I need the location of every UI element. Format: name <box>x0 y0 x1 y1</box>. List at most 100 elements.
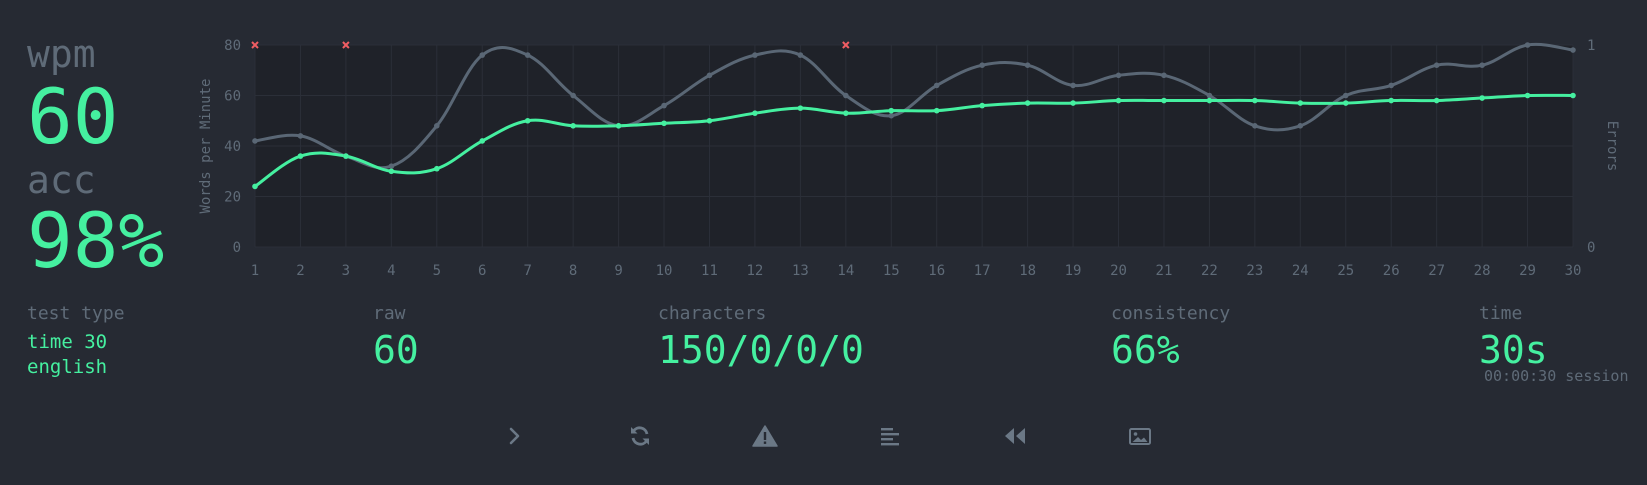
wpm-label: wpm <box>27 32 96 76</box>
wpm-point <box>1388 97 1395 104</box>
x-tick-label: 2 <box>296 263 304 279</box>
x-tick-label: 13 <box>792 263 809 279</box>
raw-point <box>1206 92 1213 99</box>
x-tick-label: 22 <box>1201 263 1218 279</box>
wpm-point <box>1479 95 1485 101</box>
raw-point <box>570 92 576 99</box>
raw-point <box>479 52 486 58</box>
x-tick-label: 18 <box>1019 263 1036 279</box>
raw-point <box>1024 62 1031 68</box>
raw-point <box>1479 62 1485 68</box>
y2-axis-label: Errors <box>1604 121 1620 172</box>
wpm-point <box>1115 97 1122 104</box>
time-value: 30s <box>1479 328 1548 372</box>
wpm-point <box>843 110 849 116</box>
x-tick-label: 21 <box>1156 263 1173 279</box>
words-history-button[interactable] <box>874 420 906 452</box>
raw-point <box>843 92 849 99</box>
x-axis-ticks: 1 2 3 4 5 6 7 8 9 10 11 12 13 14 15 16 17 18 19 20 21 22 23 24 2… <box>251 263 1582 279</box>
wpm-point <box>1070 100 1076 106</box>
x-tick-label: 27 <box>1428 263 1445 279</box>
wpm-point <box>797 105 804 111</box>
x-tick-label: 19 <box>1065 263 1082 279</box>
x-tick-label: 23 <box>1246 263 1263 279</box>
refresh-icon <box>631 426 649 446</box>
raw-point <box>1524 42 1531 48</box>
x-tick-label: 11 <box>701 263 718 279</box>
raw-point <box>797 52 804 58</box>
raw-point <box>1570 47 1576 53</box>
wpm-point <box>524 117 531 124</box>
y-tick-label: 40 <box>224 139 241 155</box>
x-tick-label: 29 <box>1519 263 1536 279</box>
restart-button[interactable] <box>624 420 656 452</box>
test-type-label: test type <box>27 303 125 324</box>
accuracy-value: 98% <box>27 196 165 285</box>
test-type-mode: time 30 <box>27 331 108 353</box>
raw-point <box>979 62 985 68</box>
y-tick-label: 60 <box>224 89 241 105</box>
raw-point <box>1433 62 1440 68</box>
image-icon <box>1129 428 1151 445</box>
x-tick-label: 16 <box>928 263 945 279</box>
x-tick-label: 1 <box>251 263 259 279</box>
chart-points <box>252 42 1576 190</box>
wpm-point <box>433 165 440 172</box>
session-time: 00:00:30 session <box>1484 367 1629 385</box>
wpm-point <box>661 120 667 127</box>
next-test-button[interactable] <box>499 420 531 452</box>
raw-point <box>524 52 531 58</box>
x-tick-label: 25 <box>1337 263 1354 279</box>
screenshot-button[interactable] <box>1124 420 1156 452</box>
raw-point <box>661 102 667 109</box>
raw-label: raw <box>373 303 406 324</box>
x-tick-label: 17 <box>974 263 991 279</box>
y2-tick-label: 1 <box>1587 38 1595 54</box>
wpm-point <box>297 153 304 159</box>
x-tick-label: 15 <box>883 263 900 279</box>
wpm-value: 60 <box>27 72 119 161</box>
error-marks <box>251 41 850 49</box>
x-tick-label: 4 <box>387 263 395 279</box>
time-label: time <box>1479 303 1523 324</box>
consistency-value: 66% <box>1111 328 1180 372</box>
wpm-point <box>1570 92 1576 99</box>
raw-point <box>252 138 258 144</box>
wpm-point <box>752 110 758 116</box>
wpm-line <box>254 93 1574 188</box>
x-tick-label: 5 <box>433 263 441 279</box>
error-mark <box>342 41 350 49</box>
raw-point <box>752 52 758 58</box>
y2-axis-ticks: 01 <box>1587 38 1595 256</box>
wpm-point <box>1252 97 1258 104</box>
replay-button[interactable] <box>999 420 1031 452</box>
x-tick-label: 30 <box>1565 263 1582 279</box>
x-tick-label: 28 <box>1474 263 1491 279</box>
x-tick-label: 3 <box>342 263 350 279</box>
wpm-point <box>1524 92 1531 99</box>
wpm-point <box>1342 100 1349 106</box>
raw-point <box>933 82 940 89</box>
x-tick-label: 10 <box>656 263 673 279</box>
y-tick-label: 20 <box>224 190 241 206</box>
wpm-point <box>615 123 622 129</box>
error-mark <box>842 41 850 49</box>
x-tick-label: 12 <box>747 263 764 279</box>
wpm-point <box>1206 97 1213 104</box>
report-button[interactable] <box>749 420 781 452</box>
x-tick-label: 20 <box>1110 263 1127 279</box>
chart-grid <box>254 44 1574 248</box>
wpm-point <box>1297 100 1304 106</box>
raw-value: 60 <box>373 328 419 372</box>
raw-point <box>297 133 304 139</box>
x-tick-label: 9 <box>614 263 622 279</box>
align-left-icon <box>881 428 899 446</box>
wpm-point <box>252 183 258 190</box>
y-axis-ticks: 0 20 40 60 80 <box>224 38 241 256</box>
wpm-point <box>479 138 486 144</box>
raw-point <box>1115 72 1122 79</box>
raw-point <box>706 72 713 79</box>
x-tick-label: 7 <box>523 263 531 279</box>
error-mark <box>251 41 259 49</box>
